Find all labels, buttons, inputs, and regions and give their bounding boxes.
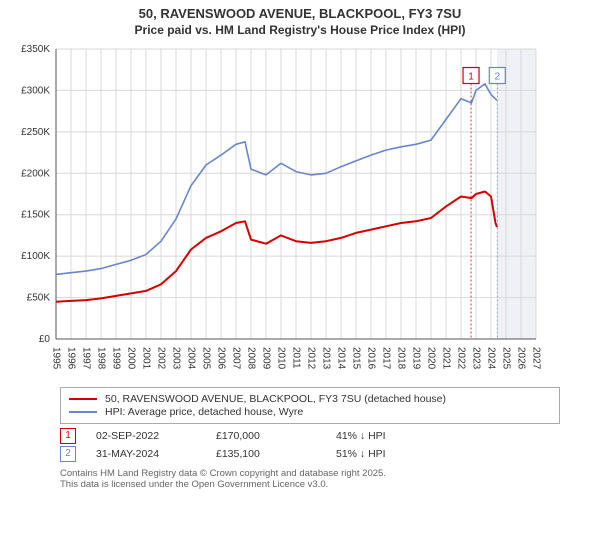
callout-index: 1 [60, 428, 76, 444]
svg-text:2000: 2000 [125, 347, 136, 370]
svg-text:2004: 2004 [185, 347, 196, 370]
callout-delta: 51% ↓ HPI [336, 448, 456, 460]
svg-text:2013: 2013 [320, 347, 331, 370]
svg-text:£200K: £200K [21, 168, 50, 179]
price-chart: £0 £50K £100K £150K £200K £250K £300K £350K 1995… [0, 41, 600, 381]
legend-label: 50, RAVENSWOOD AVENUE, BLACKPOOL, FY3 7S… [105, 393, 446, 405]
callout-date: 02-SEP-2022 [96, 430, 216, 442]
legend-swatch [69, 398, 97, 400]
svg-text:2020: 2020 [425, 347, 436, 370]
svg-text:2021: 2021 [440, 347, 451, 370]
svg-text:2014: 2014 [335, 347, 346, 370]
svg-text:2017: 2017 [380, 347, 391, 370]
svg-text:2011: 2011 [290, 347, 301, 369]
svg-text:2005: 2005 [200, 347, 211, 370]
svg-text:2002: 2002 [155, 347, 166, 370]
legend-swatch [69, 411, 97, 413]
callout-price: £170,000 [216, 430, 336, 442]
svg-text:2012: 2012 [305, 347, 316, 370]
svg-text:2: 2 [495, 72, 501, 83]
callout-price: £135,100 [216, 448, 336, 460]
svg-text:2016: 2016 [365, 347, 376, 370]
svg-text:2009: 2009 [260, 347, 271, 370]
footer-attribution: Contains HM Land Registry data © Crown c… [60, 468, 560, 491]
svg-text:2022: 2022 [455, 347, 466, 370]
svg-text:1995: 1995 [50, 347, 61, 370]
svg-text:2006: 2006 [215, 347, 226, 370]
chart-title-line2: Price paid vs. HM Land Registry's House … [0, 23, 600, 37]
callout-date: 31-MAY-2024 [96, 448, 216, 460]
svg-text:1999: 1999 [110, 347, 121, 370]
callout-index: 2 [60, 446, 76, 462]
svg-text:£50K: £50K [27, 293, 51, 304]
footer-line1: Contains HM Land Registry data © Crown c… [60, 468, 560, 479]
svg-text:£300K: £300K [21, 85, 50, 96]
svg-text:£250K: £250K [21, 127, 50, 138]
svg-text:1: 1 [468, 72, 474, 83]
svg-text:2003: 2003 [170, 347, 181, 370]
svg-text:2007: 2007 [230, 347, 241, 370]
svg-text:£0: £0 [39, 334, 51, 345]
svg-text:2015: 2015 [350, 347, 361, 370]
svg-text:2026: 2026 [515, 347, 526, 370]
svg-text:2027: 2027 [530, 347, 541, 370]
legend-item: 50, RAVENSWOOD AVENUE, BLACKPOOL, FY3 7S… [69, 393, 551, 405]
svg-text:2018: 2018 [395, 347, 406, 370]
svg-text:1998: 1998 [95, 347, 106, 370]
legend-item: HPI: Average price, detached house, Wyre [69, 406, 551, 418]
callout-table: 1 02-SEP-2022£170,00041% ↓ HPI 2 31-MAY-202… [60, 428, 560, 462]
svg-text:2008: 2008 [245, 347, 256, 370]
footer-line2: This data is licensed under the Open Gov… [60, 479, 560, 490]
svg-text:1996: 1996 [65, 347, 76, 370]
svg-text:2019: 2019 [410, 347, 421, 370]
svg-text:2023: 2023 [470, 347, 481, 370]
svg-text:£350K: £350K [21, 44, 50, 55]
legend-label: HPI: Average price, detached house, Wyre [105, 406, 303, 418]
svg-text:2001: 2001 [140, 347, 151, 370]
svg-text:2024: 2024 [485, 347, 496, 370]
svg-text:2025: 2025 [500, 347, 511, 370]
callout-row: 2 31-MAY-2024£135,10051% ↓ HPI [60, 446, 560, 462]
callout-row: 1 02-SEP-2022£170,00041% ↓ HPI [60, 428, 560, 444]
legend: 50, RAVENSWOOD AVENUE, BLACKPOOL, FY3 7S… [60, 387, 560, 424]
callout-delta: 41% ↓ HPI [336, 430, 456, 442]
chart-title-line1: 50, RAVENSWOOD AVENUE, BLACKPOOL, FY3 7S… [0, 6, 600, 21]
svg-text:1997: 1997 [80, 347, 91, 370]
svg-text:£100K: £100K [21, 251, 50, 262]
svg-text:£150K: £150K [21, 210, 50, 221]
svg-text:2010: 2010 [275, 347, 286, 370]
